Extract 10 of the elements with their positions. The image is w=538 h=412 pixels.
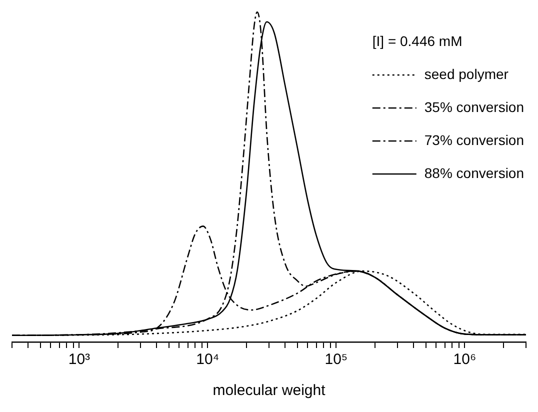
- x-tick-label: 10⁴: [196, 351, 220, 368]
- legend-title: [I] = 0.446 mM: [372, 32, 462, 49]
- legend-label: 73% conversion: [424, 132, 524, 148]
- x-tick-label: 10³: [68, 351, 90, 368]
- legend-label: 35% conversion: [424, 98, 524, 115]
- x-tick-label: 10⁵: [324, 351, 348, 368]
- x-axis-title: molecular weight: [212, 382, 326, 400]
- legend-label: seed polymer: [424, 66, 509, 82]
- x-tick-label: 10⁶: [453, 351, 476, 368]
- legend-label: 88% conversion: [424, 164, 524, 181]
